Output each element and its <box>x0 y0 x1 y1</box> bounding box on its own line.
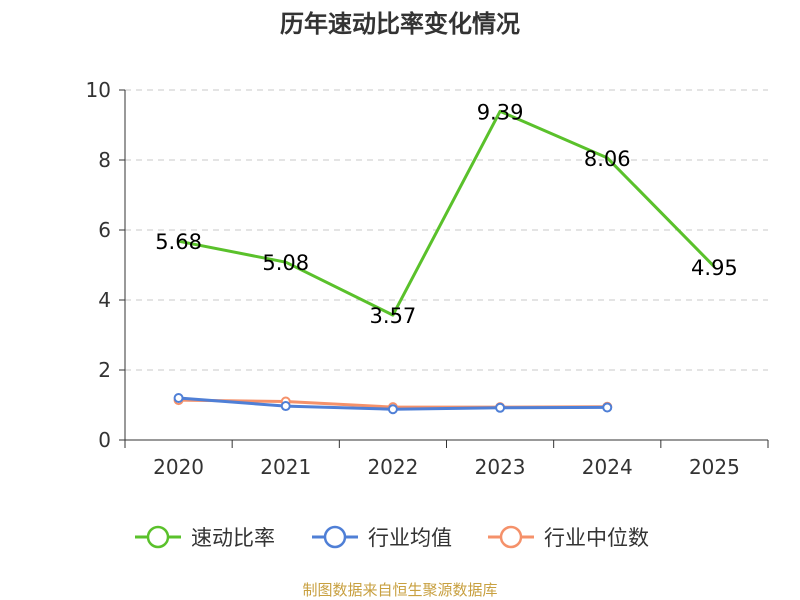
legend-item-industry-median: 行业中位数 <box>488 525 649 550</box>
y-tick-label: 2 <box>98 358 111 382</box>
legend-item-industry-mean: 行业均值 <box>312 525 452 550</box>
x-tick-label: 2020 <box>153 455 204 479</box>
series-point <box>280 401 291 412</box>
series-lines <box>173 109 716 415</box>
legend-swatch-marker <box>146 525 170 549</box>
legend-label: 行业均值 <box>368 526 452 550</box>
x-tick-label: 2024 <box>582 455 633 479</box>
data-label: 8.06 <box>584 147 631 171</box>
y-tick-label: 6 <box>98 218 111 242</box>
legend: 速动比率 行业均值 行业中位数 <box>135 525 649 550</box>
data-label: 9.39 <box>477 100 524 124</box>
y-tick-label: 10 <box>86 78 111 102</box>
series-point <box>173 393 184 403</box>
data-label: 5.68 <box>155 230 202 254</box>
legend-label: 行业中位数 <box>544 526 649 550</box>
series-point <box>387 404 398 415</box>
series-point <box>602 402 613 413</box>
data-label: 3.57 <box>370 304 417 328</box>
legend-swatch-marker <box>499 525 523 549</box>
x-tick-label: 2025 <box>689 455 740 479</box>
data-label: 4.95 <box>691 256 738 280</box>
x-tick-label: 2022 <box>367 455 418 479</box>
data-labels: 5.68 5.08 3.57 9.39 8.06 4.95 <box>155 100 738 328</box>
legend-item-quick-ratio: 速动比率 <box>135 525 275 550</box>
chart-title: 历年速动比率变化情况 <box>280 10 520 38</box>
grid <box>125 89 768 371</box>
legend-swatch-marker <box>323 525 347 549</box>
series-point <box>495 402 506 413</box>
source-note: 制图数据来自恒生聚源数据库 <box>302 581 497 599</box>
series-line-quick-ratio <box>178 109 716 317</box>
y-tick-label: 8 <box>98 148 111 172</box>
x-tick-label: 2023 <box>475 455 526 479</box>
x-tick-label: 2021 <box>260 455 311 479</box>
y-tick-label: 0 <box>98 428 111 452</box>
legend-label: 速动比率 <box>191 526 275 550</box>
axes: 0 2 4 6 8 10 2020 2021 2022 2023 2024 2025 <box>86 78 769 479</box>
data-label: 5.08 <box>262 251 309 275</box>
y-tick-label: 4 <box>98 288 111 312</box>
